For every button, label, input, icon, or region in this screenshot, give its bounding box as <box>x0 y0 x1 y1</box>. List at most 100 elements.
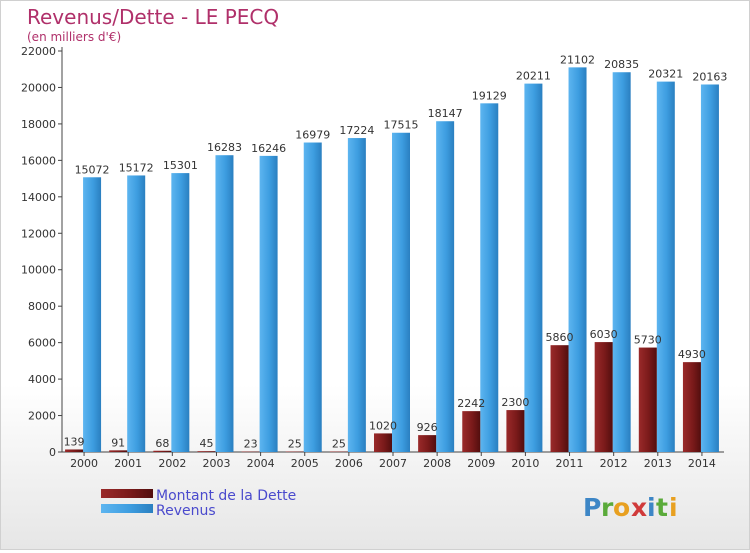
value-label-revenus: 16246 <box>251 142 286 155</box>
value-label-revenus: 21102 <box>560 53 595 66</box>
value-label-dette: 4930 <box>678 348 706 361</box>
y-tick-label: 2000 <box>28 410 56 423</box>
x-tick-label: 2012 <box>600 457 628 470</box>
bar-revenus <box>259 155 278 452</box>
bar-dette <box>550 345 569 452</box>
x-tick-label: 2009 <box>467 457 495 470</box>
value-label-dette: 45 <box>199 437 213 450</box>
x-tick-label: 2001 <box>114 457 142 470</box>
value-label-dette: 23 <box>244 438 258 451</box>
y-tick-label: 4000 <box>28 373 56 386</box>
y-tick-label: 0 <box>49 446 56 459</box>
bar-revenus <box>303 142 322 452</box>
x-tick-label: 2010 <box>511 457 539 470</box>
bar-dette <box>638 347 657 452</box>
value-label-dette: 25 <box>288 438 302 451</box>
bar-revenus <box>392 132 410 452</box>
value-label-dette: 5860 <box>546 331 574 344</box>
y-tick-label: 14000 <box>21 191 56 204</box>
legend-swatch-revenus <box>101 504 153 513</box>
value-label-revenus: 18147 <box>428 107 463 120</box>
bar-dette <box>241 451 260 453</box>
bar-revenus <box>215 155 234 452</box>
value-label-revenus: 20163 <box>692 70 727 83</box>
x-tick-label: 2005 <box>291 457 319 470</box>
logo-letter-x: x <box>631 493 647 522</box>
x-tick-label: 2007 <box>379 457 407 470</box>
bar-revenus <box>656 81 675 453</box>
x-tick-label: 2011 <box>556 457 584 470</box>
chart-title: Revenus/Dette - LE PECQ <box>27 5 279 29</box>
chart-subtitle: (en milliers d'€) <box>27 30 121 44</box>
value-label-dette: 2242 <box>457 397 485 410</box>
value-label-revenus: 15072 <box>75 163 110 176</box>
legend-swatch-dette <box>101 489 153 498</box>
x-tick-label: 2014 <box>688 457 716 470</box>
value-label-dette: 25 <box>332 438 346 451</box>
bar-revenus <box>171 173 190 453</box>
x-tick-label: 2002 <box>158 457 186 470</box>
value-label-dette: 91 <box>111 436 125 449</box>
bar-dette <box>197 451 216 452</box>
bar-dette <box>462 411 481 452</box>
x-tick-label: 2003 <box>202 457 230 470</box>
logo-letter-t: t <box>656 493 668 522</box>
value-label-dette: 1020 <box>369 419 397 432</box>
logo-letter-i: i <box>647 493 656 522</box>
bar-revenus <box>347 138 366 452</box>
bar-dette <box>285 451 304 453</box>
bar-revenus <box>127 175 146 452</box>
value-label-revenus: 16283 <box>207 141 242 154</box>
value-label-dette: 139 <box>64 435 85 448</box>
legend-label-revenus: Revenus <box>156 503 216 519</box>
bar-revenus <box>83 177 102 452</box>
bar-dette <box>109 450 128 452</box>
bar-revenus <box>480 103 499 452</box>
bar-dette <box>329 451 348 453</box>
x-tick-label: 2006 <box>335 457 363 470</box>
y-tick-label: 12000 <box>21 227 56 240</box>
bar-revenus <box>568 67 587 452</box>
bar-dette <box>418 435 437 452</box>
value-label-revenus: 15172 <box>119 161 154 174</box>
bar-dette <box>594 342 613 452</box>
value-label-revenus: 15301 <box>163 159 198 172</box>
legend-label-dette: Montant de la Dette <box>156 488 296 504</box>
bar-revenus <box>436 121 455 453</box>
y-tick-label: 16000 <box>21 154 56 167</box>
value-label-revenus: 19129 <box>472 89 507 102</box>
y-tick-label: 18000 <box>21 118 56 131</box>
y-tick-label: 10000 <box>21 264 56 277</box>
value-label-dette: 68 <box>155 437 169 450</box>
y-tick-label: 22000 <box>21 45 56 58</box>
value-label-revenus: 20321 <box>648 68 683 81</box>
legend: Montant de la Dette Revenus <box>101 488 296 519</box>
x-tick-label: 2013 <box>644 457 672 470</box>
bar-dette <box>374 433 392 452</box>
value-label-revenus: 20835 <box>604 58 639 71</box>
value-label-revenus: 17224 <box>339 124 374 137</box>
value-label-dette: 5730 <box>634 334 662 347</box>
logo-letter-o: o <box>613 493 630 522</box>
value-label-revenus: 17515 <box>384 119 419 132</box>
logo-letter-r: r <box>601 493 614 522</box>
value-label-revenus: 20211 <box>516 70 551 83</box>
bar-dette <box>153 450 172 452</box>
value-label-dette: 926 <box>417 421 438 434</box>
bar-revenus <box>524 83 543 453</box>
x-tick-label: 2000 <box>70 457 98 470</box>
y-tick-label: 8000 <box>28 300 56 313</box>
bar-revenus <box>700 84 719 453</box>
value-label-revenus: 16979 <box>295 129 330 142</box>
proxiti-logo: P r o x i t i <box>583 493 678 522</box>
x-tick-label: 2008 <box>423 457 451 470</box>
y-tick-label: 20000 <box>21 81 56 94</box>
bar-revenus <box>612 72 631 452</box>
bar-dette <box>682 362 701 452</box>
x-tick-label: 2004 <box>247 457 275 470</box>
plot-area: 0 2000 4000 6000 8000 10000 12000 14000 16000 180… <box>21 45 727 470</box>
bar-dette <box>65 449 84 452</box>
logo-letter-i2: i <box>669 493 678 522</box>
